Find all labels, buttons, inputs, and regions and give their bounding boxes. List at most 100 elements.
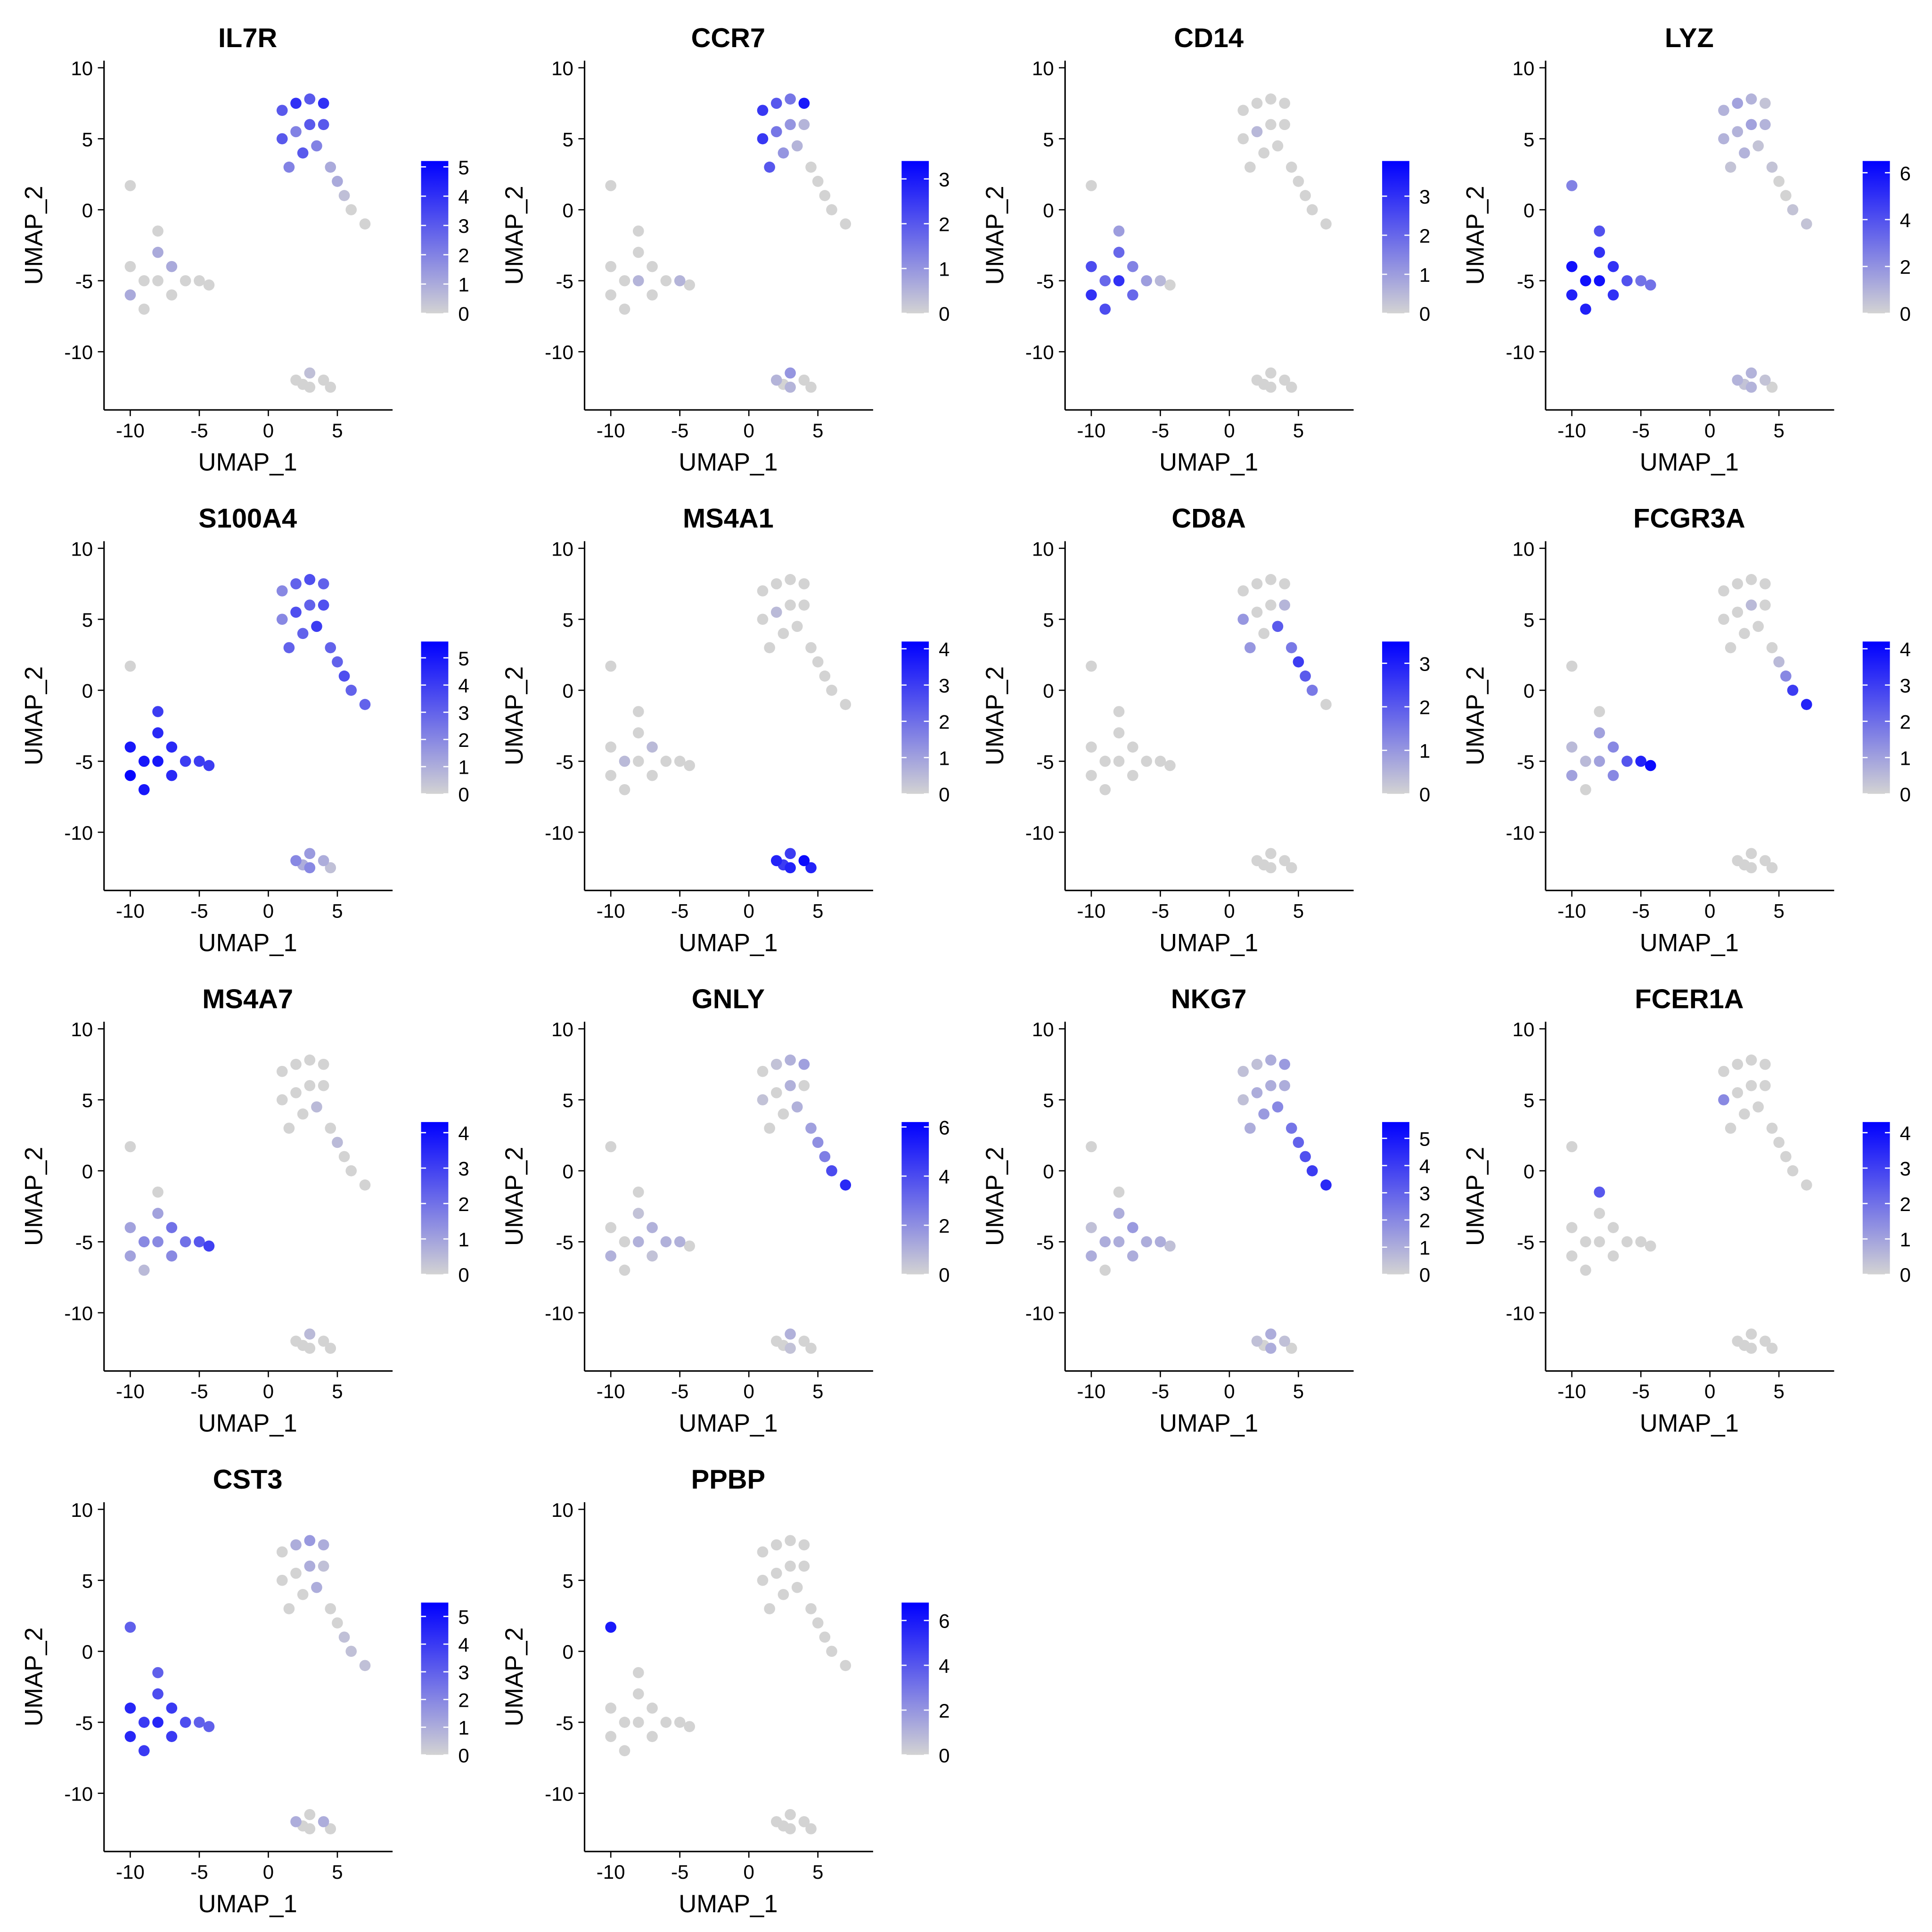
cell-point: [785, 1560, 796, 1572]
cell-point: [1279, 1080, 1290, 1091]
cell-point: [1801, 1179, 1812, 1191]
feature-plot: -10 -5 0 5 -10 -5 0 5 10 FCGR3A UMAP_1 UMAP_2 0 1 2 3 4: [1462, 504, 1911, 957]
cell-point: [798, 599, 810, 611]
cell-point: [1580, 303, 1591, 315]
cell-point: [1306, 1165, 1318, 1177]
colorbar-tick-label: 0: [939, 303, 950, 325]
cell-point: [1594, 1208, 1605, 1219]
cell-point: [1607, 1222, 1619, 1233]
colorbar-tick-label: 6: [1900, 162, 1911, 184]
colorbar-tick-label: 3: [1419, 653, 1430, 675]
x-tick-label: -5: [671, 1861, 688, 1883]
feature-plot: -10 -5 0 5 -10 -5 0 5 10 FCER1A UMAP_1 UMAP_2 0 1 2 3 4: [1462, 984, 1911, 1437]
cell-point: [1113, 706, 1125, 717]
y-tick-label: 10: [71, 57, 93, 80]
cell-point: [1725, 1122, 1736, 1134]
colorbar-tick-label: 3: [458, 215, 469, 237]
chart-title: MS4A7: [202, 984, 293, 1014]
cell-point: [325, 161, 336, 173]
x-tick-label: 0: [743, 1861, 754, 1883]
cell-point: [605, 180, 617, 191]
cell-point: [770, 606, 782, 618]
cell-point: [1127, 741, 1138, 753]
cell-point: [1787, 685, 1799, 696]
cell-point: [152, 275, 164, 287]
cell-point: [605, 261, 617, 272]
cell-point: [1566, 1222, 1578, 1233]
feature-plot: -10 -5 0 5 -10 -5 0 5 10 S100A4 UMAP_1 UMAP_2 0 1 2 3 4 5: [20, 504, 469, 957]
cell-point: [785, 1080, 796, 1091]
cell-point: [124, 261, 136, 272]
cell-point: [1752, 621, 1764, 632]
chart-title: NKG7: [1171, 984, 1247, 1014]
cell-point: [785, 381, 796, 393]
cell-point: [318, 1080, 329, 1091]
y-tick-label: -10: [1506, 1302, 1535, 1325]
chart-title: CD14: [1174, 23, 1244, 53]
colorbar: [1382, 161, 1409, 313]
x-tick-label: 5: [1773, 900, 1784, 922]
x-axis-label: UMAP_1: [1159, 1409, 1258, 1437]
cell-point: [632, 1717, 644, 1728]
cell-point: [819, 1151, 831, 1162]
x-tick-label: 5: [812, 900, 823, 922]
y-tick-label: 5: [1043, 128, 1054, 150]
cell-point: [338, 670, 350, 682]
cell-point: [1279, 578, 1290, 589]
cell-point: [1154, 275, 1166, 287]
cell-point: [1258, 628, 1270, 639]
cell-point: [778, 1820, 789, 1832]
cell-point: [798, 1080, 810, 1091]
cell-point: [203, 1240, 215, 1252]
cell-point: [757, 133, 769, 145]
colorbar-tick-label: 0: [939, 783, 950, 805]
x-tick-label: -10: [1077, 419, 1106, 442]
x-tick-label: 5: [1293, 1380, 1304, 1402]
cell-point: [180, 1717, 191, 1728]
cell-point: [1272, 140, 1284, 152]
cell-point: [1265, 599, 1277, 611]
x-tick-label: 0: [1224, 1380, 1235, 1402]
cell-point: [1164, 760, 1176, 771]
cell-point: [1285, 161, 1297, 173]
y-tick-label: 0: [82, 1641, 93, 1663]
cell-point: [318, 1335, 329, 1347]
cell-point: [1251, 1058, 1263, 1070]
cell-point: [785, 119, 796, 131]
cell-point: [1766, 1122, 1778, 1134]
chart-title: IL7R: [218, 23, 277, 53]
feature-plot: -10 -5 0 5 -10 -5 0 5 10 LYZ UMAP_1 UMAP_2 0 2 4 6: [1462, 23, 1911, 476]
cell-point: [1566, 1141, 1578, 1153]
cell-point: [1766, 642, 1778, 654]
cell-point: [1086, 741, 1097, 753]
cell-point: [605, 770, 617, 781]
cell-point: [345, 1645, 357, 1657]
chart-title: FCER1A: [1635, 984, 1744, 1014]
x-tick-label: -10: [1077, 900, 1106, 922]
cell-point: [619, 303, 630, 315]
cell-point: [1285, 862, 1297, 874]
cell-point: [1760, 1335, 1771, 1347]
cell-point: [619, 1264, 630, 1276]
cell-point: [764, 642, 775, 654]
colorbar-tick-label: 2: [458, 729, 469, 751]
cell-point: [770, 1087, 782, 1098]
cell-point: [1594, 1236, 1605, 1248]
cell-point: [304, 862, 316, 874]
cell-point: [1099, 1264, 1111, 1276]
colorbar-tick-label: 3: [458, 1662, 469, 1684]
chart-title: CD8A: [1171, 504, 1245, 534]
cell-point: [1127, 1222, 1138, 1233]
cell-point: [1272, 621, 1284, 632]
cell-point: [152, 755, 164, 767]
cell-point: [1265, 93, 1277, 105]
x-axis-label: UMAP_1: [1640, 449, 1739, 476]
cell-point: [1113, 1208, 1125, 1219]
x-axis-label: UMAP_1: [679, 1409, 778, 1437]
cell-point: [1086, 1141, 1097, 1153]
y-tick-label: 0: [82, 1160, 93, 1182]
cell-point: [805, 161, 817, 173]
cell-point: [304, 1328, 316, 1340]
cell-point: [1099, 1236, 1111, 1248]
cell-point: [297, 378, 309, 390]
